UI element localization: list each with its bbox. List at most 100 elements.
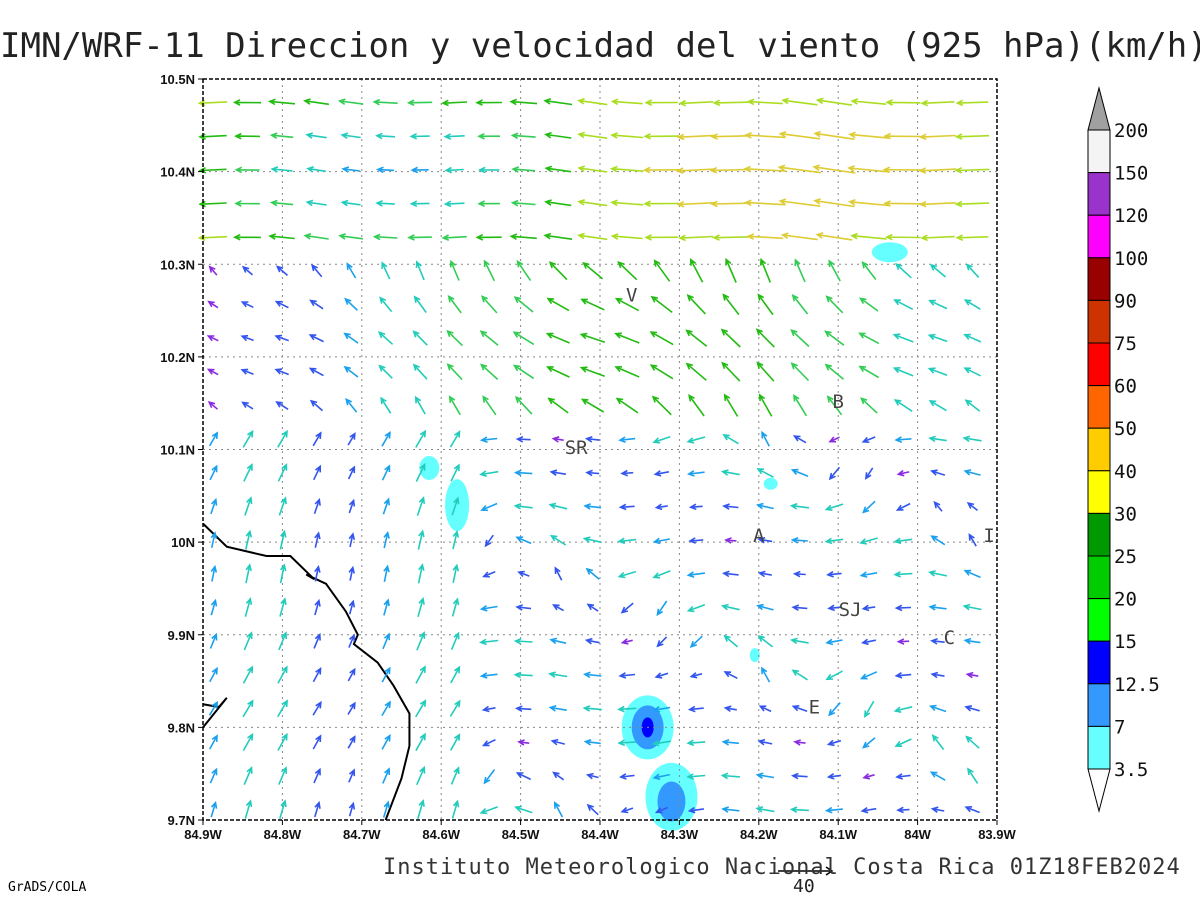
wind-arrow [346, 262, 357, 279]
wind-arrow [198, 200, 227, 208]
wind-arrow [746, 98, 783, 106]
wind-arrow [710, 200, 751, 208]
wind-arrow [382, 800, 390, 818]
wind-arrow [443, 200, 465, 208]
wind-arrow [617, 261, 638, 281]
wind-arrow [243, 631, 253, 651]
colorbar-box [1087, 342, 1111, 387]
wind-arrow [277, 463, 288, 482]
wind-arrow [644, 99, 678, 107]
wind-arrow [484, 534, 494, 548]
wind-arrow [551, 604, 564, 612]
colorbar-label: 60 [1114, 376, 1137, 398]
wind-arrow [279, 529, 287, 550]
wind-arrow [348, 768, 356, 783]
wind-arrow [792, 570, 806, 578]
wind-arrow [686, 773, 706, 780]
wind-arrow [850, 232, 887, 240]
x-tick-label: 84.4W [581, 827, 619, 842]
wind-arrow [824, 363, 845, 380]
wind-arrow [584, 637, 600, 645]
wind-arrow [347, 667, 356, 682]
wind-arrow [790, 468, 809, 477]
wind-arrow [275, 401, 289, 410]
wind-arrow [312, 666, 322, 683]
wind-arrow [756, 361, 775, 382]
wind-arrow [544, 165, 572, 173]
colorbar-label: 50 [1114, 418, 1137, 440]
wind-arrow [586, 603, 599, 612]
wind-arrow [778, 131, 821, 140]
wind-arrow [651, 395, 672, 416]
wind-arrow [380, 396, 392, 414]
wind-arrow [858, 332, 880, 345]
wind-arrow [410, 166, 429, 174]
colorbar-bottom-arrow [1087, 768, 1111, 813]
wind-arrow [826, 773, 842, 780]
wind-arrow [512, 364, 535, 380]
wind-arrow [340, 199, 361, 207]
colorbar-box [1087, 427, 1111, 472]
wind-arrow [314, 800, 321, 818]
reference-arrow [778, 866, 834, 876]
wind-arrow [722, 434, 739, 445]
wind-arrow [617, 570, 637, 579]
place-label: A [753, 525, 765, 547]
wind-arrow [515, 772, 532, 781]
wind-arrow [894, 604, 912, 612]
wind-arrow [651, 739, 671, 747]
wind-arrow [348, 633, 356, 648]
wind-arrow [577, 165, 608, 173]
wind-arrow [920, 234, 955, 242]
wind-arrow [710, 133, 751, 140]
wind-arrow [791, 604, 808, 611]
wind-arrow [824, 806, 843, 814]
wind-arrow [761, 666, 771, 683]
wind-arrow [929, 771, 946, 781]
wind-arrow [689, 635, 703, 648]
wind-arrow [861, 436, 876, 443]
wind-arrow [722, 503, 739, 510]
wind-arrow [338, 233, 364, 240]
wind-arrow [757, 570, 772, 578]
wind-arrow [617, 739, 637, 747]
wind-arrow [407, 234, 432, 241]
wind-arrow [577, 232, 608, 241]
wind-arrow [676, 133, 715, 141]
wind-arrow [895, 773, 911, 780]
y-tick-label: 10.2N [160, 350, 195, 365]
wind-arrow [274, 368, 289, 376]
wind-arrow [441, 234, 467, 241]
colorbar-label: 200 [1114, 120, 1148, 142]
wind-arrow [479, 604, 498, 612]
wind-arrow [413, 295, 427, 313]
wind-arrow [827, 604, 841, 612]
wind-arrow [620, 806, 634, 814]
colorbar-label: 75 [1114, 333, 1137, 355]
wind-arrow [885, 99, 921, 106]
colorbar-box [1087, 725, 1111, 770]
wind-arrow [279, 597, 287, 617]
wind-arrow [643, 132, 680, 140]
wind-arrow [954, 133, 990, 140]
wind-arrow [894, 672, 912, 679]
wind-arrow [964, 806, 980, 814]
wind-arrow [654, 503, 668, 511]
wind-arrow [757, 536, 773, 544]
wind-arrow [382, 767, 391, 784]
wind-arrow [417, 529, 425, 550]
wind-arrow [450, 463, 460, 482]
wind-arrow [450, 631, 460, 651]
wind-arrow [892, 333, 914, 343]
wind-arrow [475, 99, 502, 106]
y-tick-label: 9.9N [168, 628, 195, 643]
wind-arrow [245, 529, 253, 550]
wind-arrow [824, 503, 844, 511]
wind-arrow [791, 705, 808, 713]
wind-arrow [687, 806, 705, 814]
wind-arrow [415, 699, 427, 718]
wind-arrow [893, 537, 913, 545]
wind-arrow [444, 166, 464, 174]
wind-arrow [963, 637, 981, 645]
wind-arrow [481, 705, 496, 713]
